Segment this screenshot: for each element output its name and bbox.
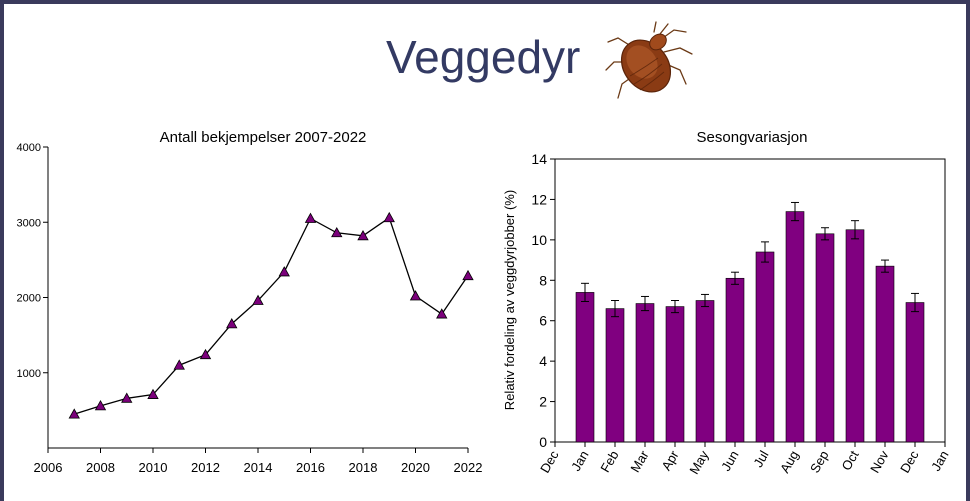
bar-chart-y-tick-label: 14 (531, 151, 547, 167)
line-chart-point (252, 294, 264, 305)
line-chart-point (199, 348, 212, 360)
bar-chart-x-tick-label: Jan (568, 448, 591, 474)
line-chart-point (331, 226, 343, 238)
bar-chart-x-tick-label: Nov (867, 448, 892, 476)
bar-chart-bar (665, 306, 685, 443)
bar-chart-bar (605, 308, 625, 443)
bar-chart-x-tick-label: Jul (750, 448, 771, 470)
bar-chart-bar (635, 303, 655, 443)
line-chart: Antall bekjempelser 2007-2022 2006 2008 20… (17, 129, 483, 475)
line-chart-x-tick-label: 2018 (349, 460, 378, 475)
bar-chart-bar (785, 211, 805, 443)
line-chart-point (462, 269, 474, 281)
line-chart-point (383, 211, 395, 223)
line-chart-x-tick-label: 2008 (86, 460, 115, 475)
bar-chart-bar (845, 229, 865, 443)
bar-chart-y-tick-label: 8 (539, 272, 547, 288)
line-chart-x-tick-label: 2010 (139, 460, 168, 475)
bar-chart-y-tick-label: 12 (531, 191, 547, 207)
line-chart-x-tick-label: 2020 (401, 460, 430, 475)
bar-chart-ylabel: Relativ fordeling av veggdyrjobber (%) (502, 190, 517, 410)
bar-chart-bar (905, 302, 925, 443)
line-chart-point (94, 400, 107, 411)
bar-chart-axes (554, 158, 946, 443)
bar-chart-x-tick-label: Jun (718, 448, 741, 474)
bar-chart-y-tick-label: 0 (539, 434, 547, 450)
line-chart-x-tick-label: 2016 (296, 460, 325, 475)
bar-chart-x-tick-label: Mar (627, 447, 652, 474)
bar-chart-bar (575, 292, 595, 443)
slide: Veggedyr Antall bekjempelser 2007-2022 2… (4, 4, 966, 501)
bar-chart-ticks: 0 2 4 6 8 10 12 14 Dec Jan Feb Mar Apr May Jun Jul Aug Se… (531, 151, 951, 477)
line-chart-x-tick-label: 2006 (34, 460, 63, 475)
line-chart-series-line (74, 216, 469, 415)
line-chart-point (278, 266, 290, 277)
bar-chart-x-tick-label: Aug (777, 448, 802, 476)
line-chart-point (147, 388, 159, 399)
line-chart-y-tick-label: 4000 (17, 142, 41, 154)
line-chart-point (304, 212, 317, 223)
line-chart-point (436, 308, 448, 319)
line-chart-y-tick-label: 3000 (17, 217, 41, 229)
bar-chart-x-tick-label: May (686, 448, 712, 477)
bar-chart-frame (554, 158, 946, 443)
line-chart-point (121, 392, 133, 403)
line-chart-series (68, 211, 474, 419)
line-chart-title: Antall bekjempelser 2007-2022 (160, 129, 367, 146)
bar-chart-y-tick-label: 4 (539, 353, 547, 369)
line-chart-point (226, 318, 238, 329)
bar-chart-x-tick-label: Sep (807, 448, 832, 476)
bar-chart-bar (815, 233, 835, 443)
line-chart-point (173, 359, 185, 370)
line-chart-y-tick-label: 2000 (17, 293, 41, 305)
bar-chart-x-tick-label: Dec (537, 448, 562, 476)
line-chart-point (357, 229, 369, 241)
bar-chart-bar (875, 265, 895, 443)
bar-chart-bar (725, 277, 745, 443)
bar-chart-y-tick-label: 10 (531, 232, 547, 248)
line-chart-point (409, 290, 422, 301)
bar-chart-bar (755, 251, 775, 443)
bar-chart-title: Sesongvariasjon (697, 129, 808, 146)
line-chart-x-tick-label: 2022 (454, 460, 483, 475)
bar-chart-x-tick-label: Oct (838, 448, 861, 473)
bar-chart-y-tick-label: 6 (539, 313, 547, 329)
line-chart-ticks: 2006 2008 2010 2012 2014 2016 2018 2020 2022 1000… (17, 142, 483, 475)
bar-chart-x-tick-label: Feb (597, 448, 621, 475)
line-chart-x-tick-label: 2014 (244, 460, 273, 475)
line-chart-y-tick-label: 1000 (17, 368, 41, 380)
bar-chart-bar (695, 300, 715, 443)
line-chart-x-tick-label: 2012 (191, 460, 220, 475)
bedbug-icon (605, 21, 693, 99)
slide-title: Veggedyr (386, 31, 581, 83)
bar-chart-x-tick-label: Apr (658, 447, 681, 473)
bar-chart-x-tick-label: Dec (897, 448, 922, 476)
bar-chart-bars (575, 201, 925, 443)
bar-chart: Sesongvariasjon Relativ fordeling av veg… (502, 129, 952, 477)
bar-chart-y-tick-label: 2 (539, 394, 547, 410)
line-chart-point (68, 408, 80, 419)
bar-chart-x-tick-label: Jan (928, 448, 951, 474)
